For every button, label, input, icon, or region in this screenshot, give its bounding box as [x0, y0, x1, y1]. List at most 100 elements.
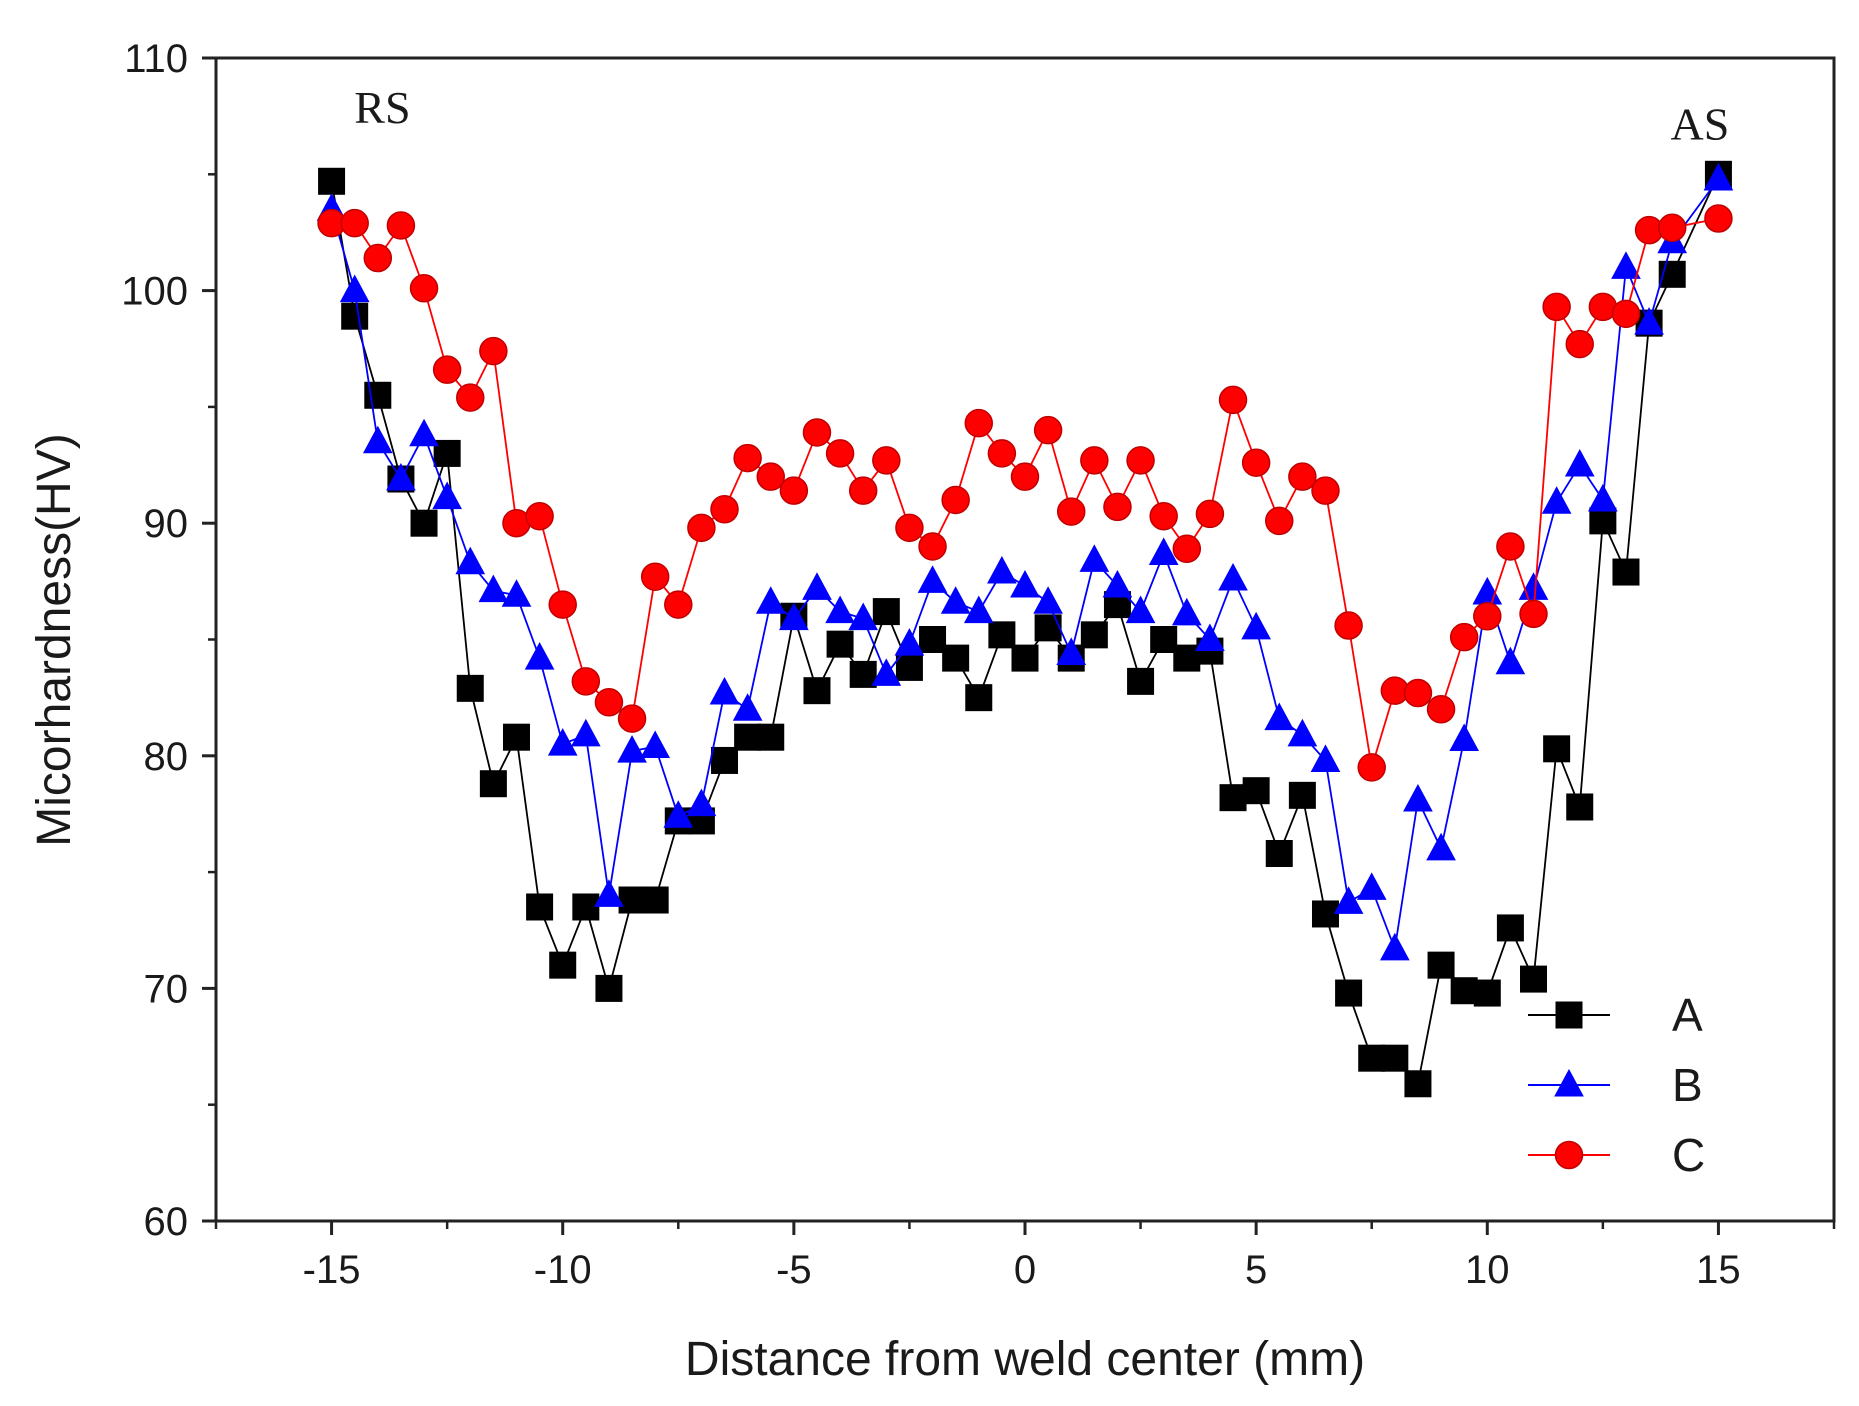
data-point-b [617, 735, 647, 763]
x-tick-label: 5 [1245, 1248, 1267, 1292]
data-point-c [571, 667, 601, 696]
data-point-b [570, 718, 601, 747]
data-point-c [1195, 499, 1225, 529]
data-point-b [1634, 307, 1664, 335]
data-point-a [872, 598, 900, 626]
data-point-a [479, 770, 507, 798]
data-point-b [1218, 562, 1248, 591]
data-point-b [501, 579, 532, 607]
data-point-b [432, 481, 462, 510]
data-point-a [919, 626, 947, 653]
x-tick-label: -5 [776, 1248, 812, 1292]
data-point-a [1404, 1070, 1432, 1098]
data-point-b [1264, 702, 1295, 731]
data-point-b [1125, 595, 1156, 624]
data-point-b [1564, 448, 1595, 477]
data-point-c [1426, 695, 1456, 724]
data-point-b [1495, 646, 1526, 675]
legend-label: A [1672, 989, 1703, 1041]
data-point-a [433, 439, 461, 467]
data-point-b [663, 800, 694, 828]
data-point-a [1496, 914, 1524, 942]
data-point-c [1288, 462, 1317, 491]
data-point-b [362, 425, 393, 454]
data-point-c [363, 243, 393, 273]
data-point-c [733, 443, 762, 473]
series-c [317, 204, 1733, 782]
data-point-c [525, 501, 554, 531]
data-point-c [918, 532, 947, 561]
data-point-a [1612, 558, 1640, 586]
data-point-c [640, 562, 670, 591]
y-tick-label: 90 [144, 502, 189, 546]
data-point-b [755, 586, 786, 614]
data-point-a [1150, 626, 1178, 653]
data-point-a [1127, 667, 1155, 695]
data-point-b [386, 462, 416, 491]
data-point-b [894, 628, 925, 656]
data-point-c [340, 208, 369, 238]
series-line-a [330, 173, 1720, 1086]
data-point-b [1310, 744, 1341, 772]
data-point-c [848, 476, 878, 505]
data-point-b [917, 565, 948, 593]
y-axis-title: Micorhardness(HV) [28, 433, 81, 846]
data-point-a [1219, 784, 1247, 812]
data-point-b [640, 730, 671, 758]
data-point-c [1265, 506, 1294, 536]
data-point-b [779, 602, 809, 631]
data-point-a [1427, 951, 1455, 979]
data-point-c [456, 383, 485, 412]
data-point-c [1449, 622, 1479, 652]
data-point-b [1426, 832, 1456, 861]
data-point-c [1334, 611, 1363, 640]
data-point-c [987, 439, 1017, 468]
y-tick-label: 70 [144, 967, 189, 1011]
data-point-b [1588, 483, 1618, 512]
axes-layer: -15 -10 -5 0 5 10 15 60 70 80 90 100 110 [121, 37, 1836, 1292]
data-point-a [1589, 507, 1617, 535]
data-point-b [1333, 886, 1364, 914]
series-layer [316, 160, 1734, 1098]
data-point-c [1357, 753, 1386, 782]
legend: ABC [1528, 989, 1705, 1181]
data-point-b [1079, 544, 1110, 572]
data-point-a [1358, 1044, 1386, 1072]
data-point-b [1403, 783, 1433, 812]
series-line-b [330, 178, 1720, 953]
data-point-a [1173, 644, 1201, 672]
data-point-b [825, 595, 855, 624]
y-tick-label: 80 [144, 735, 189, 779]
data-point-a [1080, 621, 1108, 649]
data-point-c [941, 485, 970, 515]
data-point-a [456, 674, 484, 702]
data-point-c [872, 446, 901, 475]
data-point-a [318, 167, 346, 195]
data-point-b [1148, 537, 1179, 565]
x-tick-label: -15 [303, 1248, 361, 1292]
data-point-c [779, 476, 809, 505]
data-point-c [1241, 448, 1271, 477]
data-point-a [502, 723, 530, 751]
legend-label: C [1672, 1129, 1705, 1181]
data-point-b [547, 728, 578, 756]
data-point-a [1242, 777, 1270, 805]
data-point-a [1034, 614, 1062, 642]
data-point-c [756, 462, 785, 491]
data-point-c [1657, 213, 1687, 243]
data-point-c [1542, 292, 1571, 322]
data-point-a [526, 893, 554, 921]
data-point-c [802, 418, 832, 447]
data-point-a [826, 630, 854, 658]
data-point-b [987, 555, 1017, 584]
data-point-b [871, 658, 902, 686]
data-point-a [618, 886, 646, 914]
data-point-c [1056, 497, 1086, 526]
data-point-b [455, 546, 486, 575]
data-point-c [710, 494, 739, 524]
data-point-b [848, 602, 879, 631]
legend-item-c: C [1528, 1129, 1705, 1181]
data-point-b [1033, 586, 1063, 614]
data-point-c [594, 688, 624, 717]
data-point-a [1381, 1044, 1409, 1072]
